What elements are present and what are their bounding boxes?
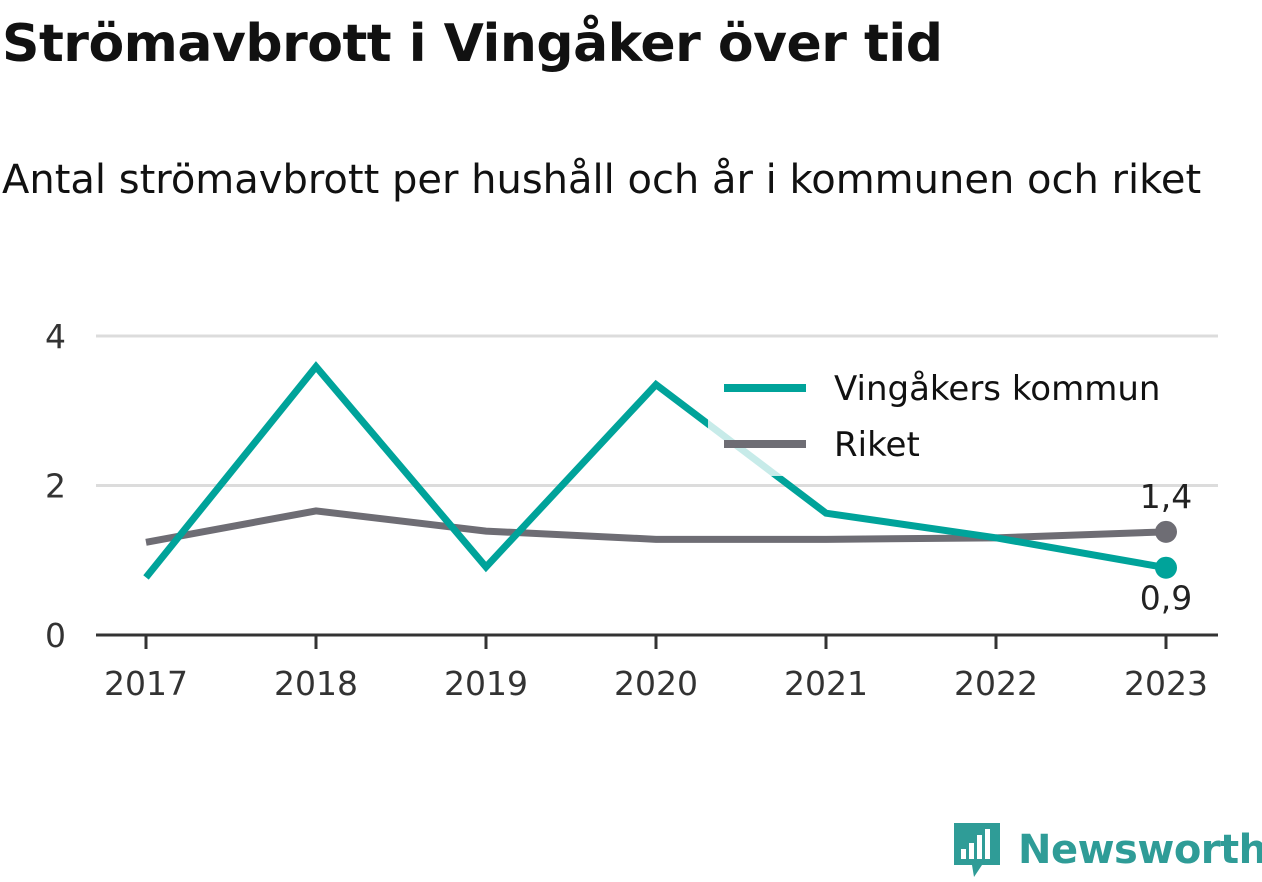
- y-axis: 0 2 4: [45, 317, 66, 655]
- x-tick-label-2019: 2019: [444, 664, 528, 703]
- y-tick-label-4: 4: [45, 317, 66, 356]
- end-point-riket: [1155, 520, 1177, 543]
- y-tick-label-0: 0: [45, 616, 66, 655]
- x-tick-label-2020: 2020: [614, 664, 698, 703]
- end-point-vingaker: [1155, 556, 1177, 579]
- end-label-vingaker: 0,9: [1140, 579, 1192, 618]
- brand-logo: Newsworthy: [952, 818, 1262, 882]
- x-tick-label-2022: 2022: [954, 664, 1038, 703]
- gridlines: [96, 334, 1218, 487]
- legend: Vingåkers kommun Riket: [708, 352, 1198, 476]
- y-tick-label-2: 2: [45, 467, 66, 506]
- series-lines: [143, 361, 1177, 580]
- legend-label-riket: Riket: [834, 425, 920, 465]
- brand-name: Newsworthy: [1018, 827, 1262, 873]
- x-tick-label-2023: 2023: [1124, 664, 1208, 703]
- legend-label-vingaker: Vingåkers kommun: [834, 369, 1160, 409]
- x-axis: 2017 2018 2019 2020 2021 2022 2023: [96, 633, 1218, 703]
- x-tick-label-2018: 2018: [274, 664, 358, 703]
- end-label-riket: 1,4: [1140, 477, 1192, 516]
- series-line-vingaker: [143, 361, 1167, 580]
- legend-background: [708, 352, 1198, 476]
- end-labels: 1,4 0,9: [1140, 477, 1192, 618]
- chart-subtitle: Antal strömavbrott per hushåll och år i …: [2, 157, 1202, 203]
- x-tick-label-2021: 2021: [784, 664, 868, 703]
- x-tick-label-2017: 2017: [104, 664, 188, 703]
- bar-chart-speech-bubble-icon: [954, 823, 1000, 877]
- chart-title: Strömavbrott i Vingåker över tid: [2, 14, 943, 74]
